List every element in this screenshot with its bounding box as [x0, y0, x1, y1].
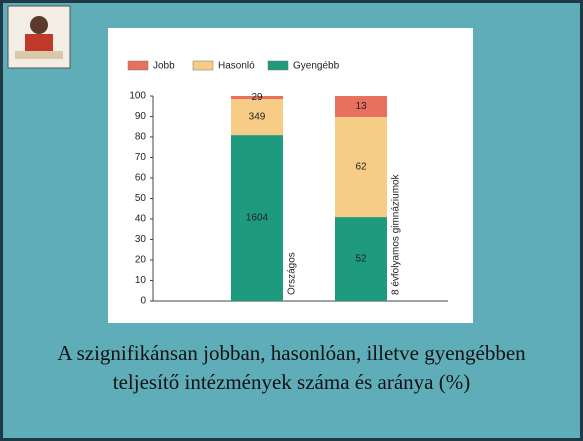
legend-label: Hasonló: [218, 61, 255, 72]
y-tick-label: 0: [140, 296, 146, 307]
bar-segment: [231, 96, 283, 99]
y-tick-label: 60: [135, 173, 147, 184]
bar-segment: [231, 98, 283, 136]
y-tick-label: 30: [135, 234, 147, 245]
data-label: 349: [249, 112, 266, 123]
data-label: 52: [355, 254, 367, 265]
legend-swatch: [267, 60, 289, 71]
y-tick-label: 80: [135, 132, 147, 143]
slide-title: A szignifikánsan jobban, hasonlóan, ille…: [57, 341, 526, 394]
bar-segment: [231, 135, 283, 301]
bar-segment: [335, 96, 387, 117]
category-label: Országos: [287, 252, 298, 295]
y-tick-label: 20: [135, 255, 147, 266]
y-tick-label: 100: [129, 91, 146, 102]
legend-swatch: [127, 60, 149, 71]
data-label: 62: [355, 162, 367, 173]
chart-panel: [108, 28, 473, 323]
category-label: 8 évfolyamos gimnáziumok: [391, 173, 402, 295]
legend-label: Gyengébb: [293, 61, 340, 72]
chart: 0 10 20 30 40 50 60 70 80 90 100 Jobb Hasonló Gyengéb…: [7, 5, 473, 323]
bar-segment: [335, 116, 387, 218]
data-label: 1604: [246, 213, 269, 224]
data-label: 13: [355, 101, 367, 112]
y-tick-label: 50: [135, 193, 147, 204]
bar-segment: [335, 217, 387, 301]
legend-label: Jobb: [153, 61, 175, 72]
y-tick-label: 10: [135, 275, 147, 286]
y-tick-label: 70: [135, 152, 147, 163]
data-label: 29: [251, 92, 263, 103]
y-tick-label: 90: [135, 111, 147, 122]
legend-swatch: [192, 60, 214, 71]
reader-picture: [7, 5, 71, 69]
y-tick-label: 40: [135, 214, 147, 225]
